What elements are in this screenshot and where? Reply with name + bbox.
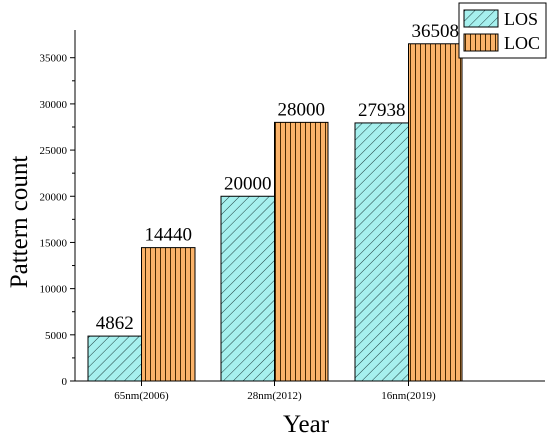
y-tick-label: 30000 [40, 99, 68, 111]
y-tick-label: 10000 [40, 284, 68, 296]
y-tick-label: 35000 [40, 53, 68, 65]
value-label-loc-0: 14440 [145, 225, 193, 246]
value-label-loc-1: 28000 [278, 99, 326, 120]
value-label-los-2: 27938 [358, 100, 406, 121]
value-label-los-0: 4862 [96, 313, 134, 334]
bar-los-0 [87, 335, 142, 382]
bar-loc-2 [408, 43, 463, 382]
x-tick-label: 65nm(2006) [114, 390, 169, 402]
y-tick-label: 25000 [40, 145, 68, 157]
legend-swatch-los [463, 9, 499, 28]
axes-layer [74, 30, 545, 382]
y-tick-label: 15000 [40, 237, 68, 249]
y-ticks-layer: 0 5000 10000 15000 20000 25000 30000 35000 [40, 53, 75, 388]
y-tick-label: 5000 [45, 330, 68, 342]
value-label-los-1: 20000 [224, 173, 272, 194]
y-tick-label: 20000 [40, 191, 68, 203]
legend-swatch-loc [463, 33, 499, 52]
y-tick-label: 0 [62, 376, 68, 388]
legend-label-los: LOS [504, 9, 538, 29]
legend: LOS LOC [458, 2, 547, 59]
x-tick-label: 28nm(2012) [247, 390, 302, 402]
bar-loc-1 [274, 121, 329, 382]
x-tick-label: 16nm(2019) [381, 390, 436, 402]
bar-loc-0 [141, 247, 196, 382]
x-axis-title: Year [283, 411, 330, 438]
value-labels-layer: 4862 14440 20000 28000 27938 36508 [96, 21, 459, 334]
bar-los-2 [354, 122, 409, 382]
y-axis-title: Pattern count [6, 156, 33, 289]
x-ticks-layer: 65nm(2006) 28nm(2012) 16nm(2019) [114, 381, 436, 402]
legend-label-loc: LOC [504, 33, 540, 53]
bars-layer [87, 43, 463, 382]
value-label-loc-2: 36508 [412, 21, 460, 42]
bar-los-1 [220, 195, 275, 382]
